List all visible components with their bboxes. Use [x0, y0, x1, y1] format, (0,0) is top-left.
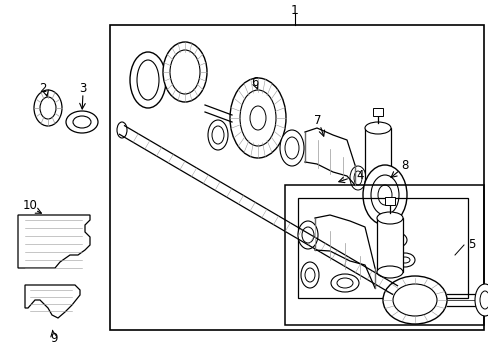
- Ellipse shape: [66, 111, 98, 133]
- Ellipse shape: [376, 212, 402, 224]
- Ellipse shape: [376, 266, 402, 278]
- Ellipse shape: [163, 42, 206, 102]
- Ellipse shape: [362, 165, 406, 225]
- Ellipse shape: [130, 52, 165, 108]
- Text: 5: 5: [468, 239, 475, 252]
- Ellipse shape: [389, 282, 399, 298]
- Text: 10: 10: [22, 198, 38, 212]
- Text: 8: 8: [401, 158, 408, 171]
- Bar: [372, 108, 382, 116]
- Bar: [285, 185, 483, 325]
- Bar: [384, 197, 394, 205]
- Ellipse shape: [117, 122, 127, 138]
- Polygon shape: [18, 215, 90, 268]
- Bar: [110, 25, 483, 330]
- Ellipse shape: [229, 78, 285, 158]
- Text: 9: 9: [50, 332, 58, 345]
- Ellipse shape: [364, 122, 390, 134]
- Bar: [364, 128, 390, 182]
- Ellipse shape: [301, 262, 318, 288]
- Ellipse shape: [382, 276, 446, 324]
- Text: 3: 3: [79, 81, 86, 95]
- Ellipse shape: [364, 176, 390, 188]
- Bar: [297, 198, 467, 298]
- Text: 7: 7: [314, 113, 321, 126]
- Ellipse shape: [382, 232, 406, 248]
- Ellipse shape: [34, 90, 62, 126]
- Ellipse shape: [330, 274, 358, 292]
- Ellipse shape: [280, 130, 304, 166]
- Ellipse shape: [394, 253, 414, 267]
- Ellipse shape: [474, 284, 488, 316]
- Text: 1: 1: [290, 4, 298, 17]
- Polygon shape: [25, 285, 80, 318]
- Ellipse shape: [297, 221, 317, 249]
- Text: 6: 6: [251, 76, 258, 89]
- Text: 4: 4: [356, 168, 363, 181]
- Text: 2: 2: [39, 81, 47, 95]
- Bar: [376, 218, 402, 272]
